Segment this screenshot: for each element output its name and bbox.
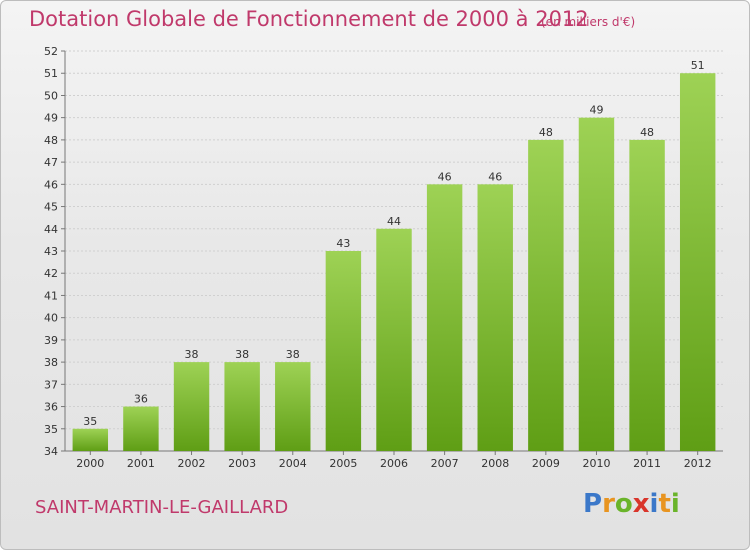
bar-2012 <box>679 73 716 451</box>
logo-letter: x <box>632 489 650 519</box>
bar-value-label: 46 <box>438 170 452 183</box>
y-tick-label: 45 <box>44 201 58 214</box>
bar-2006 <box>376 228 412 451</box>
logo-letter: i <box>670 489 680 519</box>
chart-title: Dotation Globale de Fonctionnement de 20… <box>29 7 589 31</box>
x-tick-label: 2001 <box>127 457 155 470</box>
bar-value-label: 44 <box>387 215 401 228</box>
bar-value-label: 38 <box>235 348 249 361</box>
bar-value-label: 49 <box>589 104 603 117</box>
logo-letter: P <box>583 489 603 519</box>
x-tick-label: 2008 <box>481 457 509 470</box>
logo-letter: t <box>658 489 671 519</box>
y-tick-label: 49 <box>44 112 58 125</box>
y-tick-label: 43 <box>44 245 58 258</box>
y-tick-label: 51 <box>44 67 58 80</box>
y-tick-label: 39 <box>44 334 58 347</box>
x-tick-label: 2002 <box>178 457 206 470</box>
y-tick-label: 48 <box>44 134 58 147</box>
bar-value-label: 35 <box>83 415 97 428</box>
y-tick-label: 40 <box>44 312 58 325</box>
logo-letter: o <box>614 489 633 519</box>
bar-value-label: 36 <box>134 393 148 406</box>
y-tick-label: 37 <box>44 378 58 391</box>
y-tick-label: 47 <box>44 156 58 169</box>
x-tick-label: 2000 <box>76 457 104 470</box>
bar-value-label: 38 <box>185 348 199 361</box>
commune-name: SAINT-MARTIN-LE-GAILLARD <box>35 497 289 518</box>
y-tick-label: 52 <box>44 45 58 58</box>
bar-2005 <box>325 251 362 451</box>
x-tick-label: 2009 <box>532 457 560 470</box>
y-tick-label: 36 <box>44 401 58 414</box>
bar-2001 <box>123 406 159 451</box>
y-tick-label: 35 <box>44 423 58 436</box>
bar-value-label: 48 <box>539 126 553 139</box>
bar-value-label: 43 <box>336 237 350 250</box>
x-tick-label: 2005 <box>329 457 357 470</box>
y-tick-label: 42 <box>44 267 58 280</box>
logo-letter: i <box>649 489 659 519</box>
chart-subtitle: (en milliers d'€) <box>541 15 636 29</box>
y-tick-label: 44 <box>44 223 58 236</box>
x-tick-label: 2007 <box>431 457 459 470</box>
bar-2008 <box>477 184 513 452</box>
y-tick-label: 34 <box>44 445 58 458</box>
logo-letter: r <box>602 489 615 519</box>
bar-2010 <box>578 117 615 452</box>
x-tick-label: 2006 <box>380 457 408 470</box>
y-tick-label: 50 <box>44 89 58 102</box>
y-tick-label: 38 <box>44 356 58 369</box>
proxiti-logo: Proxiti <box>583 489 680 519</box>
bar-2004 <box>275 362 311 451</box>
bar-value-label: 46 <box>488 170 502 183</box>
x-tick-label: 2011 <box>633 457 661 470</box>
bar-2003 <box>224 362 260 451</box>
x-tick-label: 2004 <box>279 457 307 470</box>
bar-2002 <box>173 362 210 451</box>
labels: 34 35 36 37 38 39 40 41 42 43 44 45 46 47 48 49 50 51 52 35… <box>44 45 712 470</box>
y-tick-label: 41 <box>44 289 58 302</box>
bars <box>72 73 716 452</box>
bar-2000 <box>72 428 109 451</box>
x-tick-label: 2010 <box>582 457 610 470</box>
bar-value-label: 51 <box>691 59 705 72</box>
y-tick-label: 46 <box>44 178 58 191</box>
x-tick-label: 2003 <box>228 457 256 470</box>
bar-2009 <box>528 139 564 451</box>
bar-value-label: 38 <box>286 348 300 361</box>
bar-value-label: 48 <box>640 126 654 139</box>
x-tick-label: 2012 <box>684 457 712 470</box>
bar-2011 <box>629 139 665 451</box>
bar-2007 <box>426 184 463 452</box>
